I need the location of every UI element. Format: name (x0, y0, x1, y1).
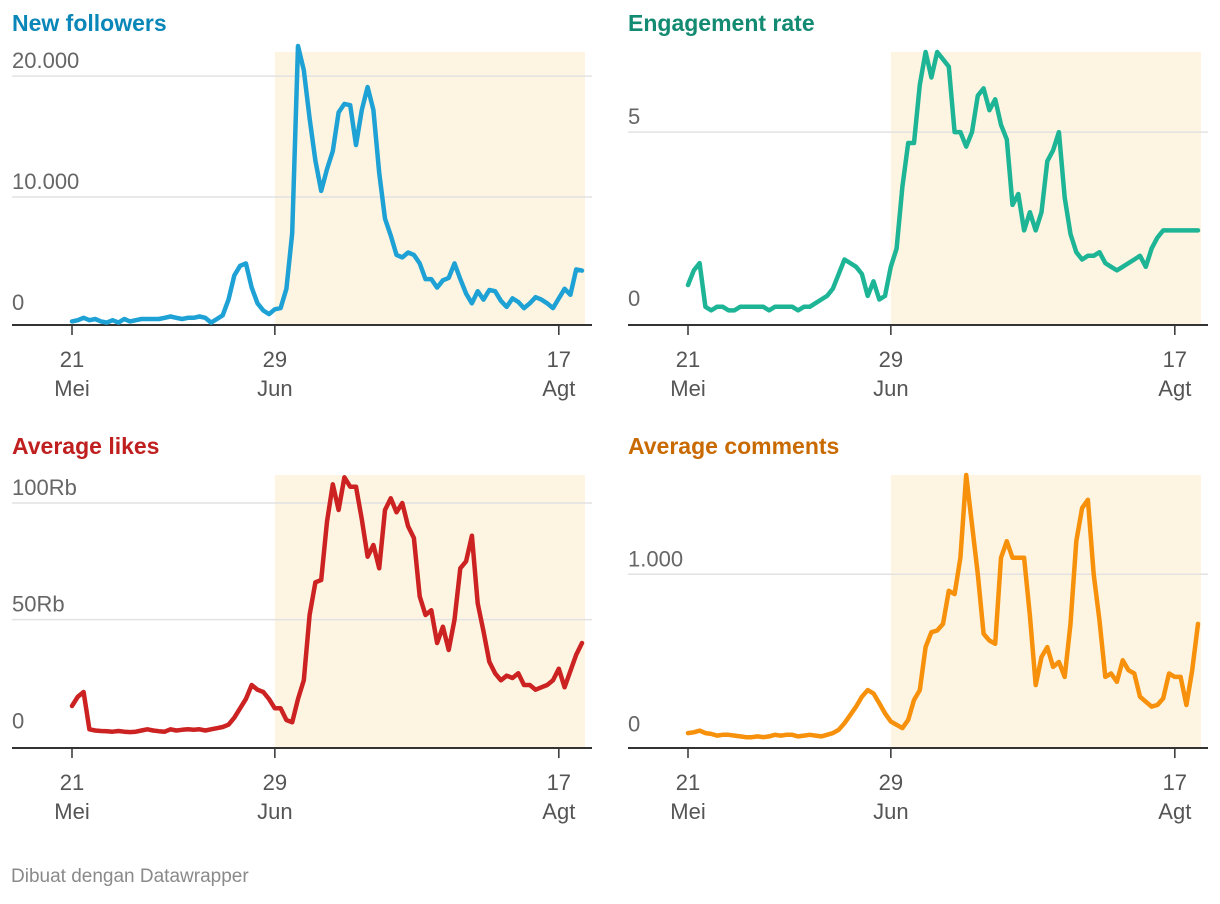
x-tick-month-label: Jun (873, 799, 908, 824)
x-tick-day-label: 21 (60, 347, 84, 372)
chart-title: New followers (12, 10, 167, 36)
y-tick-label: 100Rb (12, 475, 77, 500)
x-tick-day-label: 29 (263, 770, 287, 795)
x-tick-day-label: 29 (879, 347, 903, 372)
x-tick-month-label: Mei (670, 376, 705, 401)
chart-title: Average likes (12, 433, 160, 459)
y-tick-label: 20.000 (12, 48, 79, 73)
y-tick-label: 0 (628, 286, 640, 311)
x-tick-day-label: 21 (676, 770, 700, 795)
x-tick-month-label: Agt (1158, 799, 1191, 824)
x-tick-day-label: 17 (547, 770, 571, 795)
x-tick-day-label: 29 (879, 770, 903, 795)
y-tick-label: 0 (12, 290, 24, 315)
x-tick-day-label: 29 (263, 347, 287, 372)
chart-title: Average comments (628, 433, 840, 459)
chart-svg: 0 5 21 Mei 29 Jun 17 Agt (628, 49, 1208, 401)
chart-panel-average-comments: Average comments 0 1.000 21 Mei 29 Jun 17 Agt (628, 433, 1220, 853)
x-tick-month-label: Agt (542, 799, 575, 824)
y-tick-label: 0 (628, 712, 640, 737)
series-line (69, 475, 585, 735)
x-tick-month-label: Mei (54, 799, 89, 824)
chart-title: Engagement rate (628, 10, 815, 36)
x-tick-month-label: Jun (873, 376, 908, 401)
footer-credit: Dibuat dengan Datawrapper (11, 866, 249, 887)
chart-panel-engagement-rate: Engagement rate 0 5 21 Mei 29 Jun 17 Agt (628, 10, 1220, 430)
y-tick-label: 1.000 (628, 546, 683, 571)
x-tick-day-label: 21 (676, 347, 700, 372)
x-tick-day-label: 17 (1163, 770, 1187, 795)
x-tick-day-label: 17 (547, 347, 571, 372)
chart-panel-average-likes: Average likes 0 50Rb 100Rb 21 Mei 29 Jun 17 Agt (12, 433, 612, 853)
x-tick-month-label: Jun (257, 376, 292, 401)
x-tick-month-label: Mei (54, 376, 89, 401)
x-tick-day-label: 17 (1163, 347, 1187, 372)
chart-svg: 0 50Rb 100Rb 21 Mei 29 Jun 17 Agt (12, 475, 592, 824)
x-tick-month-label: Agt (1158, 376, 1191, 401)
x-tick-month-label: Agt (542, 376, 575, 401)
y-tick-label: 5 (628, 104, 640, 129)
x-tick-month-label: Jun (257, 799, 292, 824)
x-tick-month-label: Mei (670, 799, 705, 824)
x-tick-day-label: 21 (60, 770, 84, 795)
chart-svg: 0 10.000 20.000 21 Mei 29 Jun 17 Agt (12, 43, 592, 401)
series-line (685, 49, 1201, 313)
y-tick-label: 10.000 (12, 169, 79, 194)
y-tick-label: 50Rb (12, 592, 65, 617)
chart-svg: 0 1.000 21 Mei 29 Jun 17 Agt (628, 472, 1208, 824)
chart-panel-new-followers: New followers 0 10.000 20.000 21 Mei 29 Jun 17 A… (12, 10, 612, 430)
series-line (685, 472, 1201, 740)
y-tick-label: 0 (12, 708, 24, 733)
series-line (69, 43, 585, 325)
